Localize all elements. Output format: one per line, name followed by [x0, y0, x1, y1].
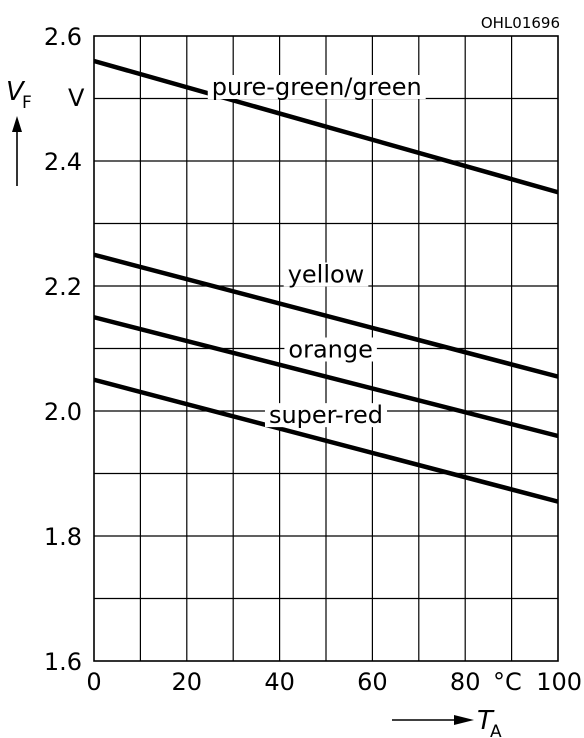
- x-unit: °C: [493, 668, 522, 696]
- series-label-background: [264, 403, 388, 428]
- series-label: orange: [288, 336, 372, 364]
- x-tick-labels: 0 20 40 60 80 100: [86, 668, 582, 696]
- x-tick-label: 0: [86, 668, 101, 696]
- series-line: [93, 315, 559, 439]
- series-label: super-red: [269, 401, 383, 429]
- y-axis-arrow-head: [12, 116, 22, 132]
- series-lines: pure-green/green yellow orange super-red: [93, 58, 559, 504]
- y-axis-var: V: [6, 77, 26, 107]
- y-tick-label: 2.4: [44, 148, 82, 176]
- series-line: [93, 252, 559, 379]
- y-tick-label: 1.6: [44, 648, 82, 676]
- y-tick-label: 2.0: [44, 398, 82, 426]
- x-axis-arrow-head: [454, 715, 474, 725]
- x-tick-label: 100: [536, 668, 582, 696]
- y-tick-label: 1.8: [44, 523, 82, 551]
- y-tick-label: 2.6: [44, 23, 82, 51]
- series-label: pure-green/green: [212, 73, 422, 101]
- figure-code: OHL01696: [481, 14, 560, 32]
- y-tick-label: 2.2: [44, 273, 82, 301]
- plot-frame: [93, 35, 559, 662]
- x-axis-var: T: [477, 706, 495, 736]
- series-line: [93, 377, 559, 504]
- series-label: yellow: [288, 261, 365, 289]
- x-axis-sub: A: [490, 722, 502, 738]
- series-line: [93, 58, 559, 195]
- series-label-background: [284, 337, 377, 362]
- x-tick-label: 60: [357, 668, 388, 696]
- x-tick-label: 40: [264, 668, 295, 696]
- series-label-background: [207, 75, 426, 99]
- series-label-background: [283, 262, 369, 287]
- y-tick-labels: 1.6 1.8 2.0 2.2 2.4 2.6: [44, 23, 82, 676]
- x-tick-label: 20: [172, 668, 203, 696]
- y-unit: V: [68, 84, 85, 112]
- x-tick-label: 80: [450, 668, 481, 696]
- y-axis-sub: F: [22, 93, 32, 113]
- x-axis-title: T A: [392, 706, 502, 738]
- y-axis-title: V F: [6, 77, 32, 186]
